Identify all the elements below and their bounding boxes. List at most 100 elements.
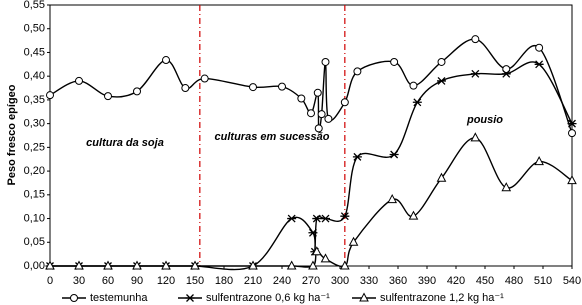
x-tick-label: 150 xyxy=(186,275,204,287)
x-tick-label: 210 xyxy=(244,275,262,287)
marker xyxy=(348,236,359,246)
marker xyxy=(161,260,171,270)
y-tick-label: 0,20 xyxy=(24,165,45,177)
x-tick-label: 360 xyxy=(389,275,407,287)
x-tick-label: 540 xyxy=(563,275,581,287)
marker xyxy=(132,260,142,270)
legend-label: sulfentrazone 0,6 kg ha⁻¹ xyxy=(206,292,330,304)
x-tick-label: 420 xyxy=(447,275,465,287)
marker xyxy=(437,57,446,66)
x-tick-label: 240 xyxy=(273,275,291,287)
marker xyxy=(470,69,480,78)
marker xyxy=(339,260,350,270)
legend-label: testemunha xyxy=(90,292,148,304)
marker xyxy=(314,124,323,133)
marker xyxy=(278,82,286,91)
marker xyxy=(321,214,330,223)
marker xyxy=(45,260,55,270)
legend-label: sulfentrazone 1,2 kg ha⁻¹ xyxy=(380,292,504,304)
legend-item: sulfentrazone 1,2 kg ha⁻¹ xyxy=(352,292,504,304)
legend-marker xyxy=(359,292,369,302)
marker xyxy=(312,214,322,223)
x-tick-label: 0 xyxy=(47,275,53,287)
x-tick-label: 390 xyxy=(418,275,436,287)
series-line xyxy=(50,137,573,268)
marker xyxy=(249,83,257,92)
y-tick-label: 0,15 xyxy=(24,189,45,201)
x-tick-label: 510 xyxy=(534,275,552,287)
marker xyxy=(387,194,398,204)
marker xyxy=(567,119,577,128)
y-tick-label: 0,50 xyxy=(24,23,45,35)
marker xyxy=(437,76,446,85)
marker xyxy=(436,172,447,182)
y-tick-label: 0,55 xyxy=(24,0,45,11)
marker xyxy=(248,260,258,270)
marker xyxy=(324,114,333,123)
x-tick-label: 120 xyxy=(157,275,175,287)
marker xyxy=(104,92,112,101)
y-tick-label: 0,25 xyxy=(24,141,45,153)
marker xyxy=(534,156,544,166)
legend-item: sulfentrazone 0,6 kg ha⁻¹ xyxy=(178,292,330,304)
marker xyxy=(534,60,544,69)
marker xyxy=(389,150,399,159)
marker xyxy=(75,76,83,85)
marker xyxy=(408,210,419,220)
marker xyxy=(567,175,577,185)
x-tick-label: 480 xyxy=(505,275,523,287)
annotation: cultura da soja xyxy=(86,137,164,149)
x-tick-label: 60 xyxy=(102,275,114,287)
marker xyxy=(308,228,318,237)
y-axis-label: Peso fresco epígeo xyxy=(6,84,18,185)
x-tick-label: 450 xyxy=(476,275,494,287)
marker xyxy=(501,69,511,78)
marker xyxy=(317,110,326,119)
marker xyxy=(307,109,315,118)
x-tick-label: 90 xyxy=(131,275,143,287)
marker xyxy=(340,212,350,221)
marker xyxy=(308,260,318,270)
marker xyxy=(568,129,576,138)
y-tick-label: 0,10 xyxy=(24,212,45,224)
x-tick-label: 180 xyxy=(215,275,233,287)
marker xyxy=(287,214,297,223)
marker xyxy=(501,182,512,192)
x-tick-label: 270 xyxy=(302,275,320,287)
marker xyxy=(200,74,209,83)
y-tick-label: 0,40 xyxy=(24,70,45,82)
legend-item: testemunha xyxy=(62,292,148,304)
marker xyxy=(286,260,297,270)
y-tick-label: 0,00 xyxy=(24,260,45,272)
x-tick-label: 330 xyxy=(360,275,378,287)
y-tick-label: 0,35 xyxy=(24,94,45,106)
marker xyxy=(390,57,399,66)
annotation: pousio xyxy=(466,114,503,126)
marker xyxy=(471,35,480,44)
legend-marker xyxy=(185,294,195,302)
y-tick-label: 0,05 xyxy=(24,236,45,248)
marker xyxy=(46,91,54,100)
marker xyxy=(162,56,170,65)
series-line xyxy=(50,61,573,271)
marker xyxy=(320,253,331,263)
marker xyxy=(409,81,418,90)
marker xyxy=(470,132,481,142)
marker xyxy=(352,152,362,161)
marker xyxy=(535,43,544,52)
x-tick-label: 30 xyxy=(73,275,85,287)
marker xyxy=(313,88,322,97)
marker xyxy=(353,67,362,76)
marker xyxy=(297,94,306,103)
marker xyxy=(321,57,330,66)
y-tick-label: 0,30 xyxy=(24,118,45,130)
marker xyxy=(74,260,84,270)
marker xyxy=(133,87,141,96)
annotation: culturas em sucessão xyxy=(215,131,330,143)
marker xyxy=(412,98,422,107)
marker xyxy=(502,65,511,74)
marker xyxy=(190,260,200,270)
legend-marker xyxy=(70,294,78,302)
marker xyxy=(311,246,322,256)
